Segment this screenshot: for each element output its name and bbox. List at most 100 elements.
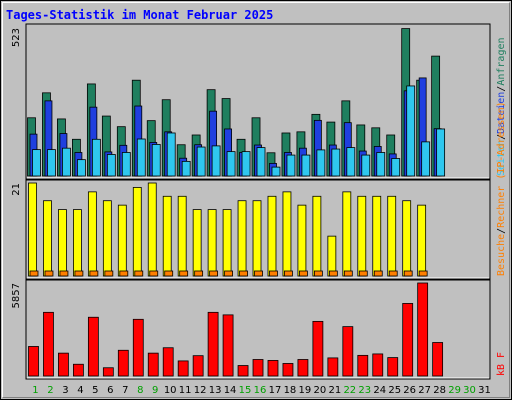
seiten-bar-day-27 (421, 141, 431, 177)
day-label-22: 22 (343, 385, 356, 396)
day-label-7: 7 (122, 385, 128, 396)
legend-besuche: Besuche (496, 234, 507, 276)
kbf-bar-day-27 (417, 282, 429, 377)
rechner-bar-day-16 (252, 200, 262, 277)
kbf-bar-day-28 (432, 342, 444, 377)
day-label-6: 6 (107, 385, 113, 396)
besuche-bar-day-17 (269, 270, 278, 277)
day-label-9: 9 (152, 385, 158, 396)
kbf-bar-day-2 (43, 311, 54, 377)
kbf-bar-day-15 (237, 365, 249, 377)
seiten-bar-day-24 (376, 152, 386, 177)
day-label-2: 2 (47, 385, 53, 396)
besuche-bar-day-23 (358, 270, 368, 277)
middle-max-label: 21 (11, 183, 22, 196)
rechner-bar-day-13 (207, 209, 217, 277)
day-label-16: 16 (254, 385, 267, 396)
kbf-bar-day-9 (147, 352, 159, 377)
besuche-bar-day-6 (104, 270, 114, 277)
day-label-15: 15 (239, 385, 252, 396)
seiten-bar-day-2 (47, 149, 56, 177)
day-label-14: 14 (224, 385, 237, 396)
kbf-bar-day-25 (387, 357, 399, 377)
besuche-bar-day-20 (313, 270, 323, 277)
kbf-bar-day-4 (73, 363, 84, 377)
seiten-bar-day-6 (106, 154, 116, 177)
seiten-bar-day-13 (211, 145, 221, 177)
besuche-bar-day-24 (373, 270, 383, 277)
seiten-bar-day-5 (91, 138, 101, 177)
rechner-bar-day-24 (372, 195, 382, 277)
chart-title: Tages-Statistik im Monat Februar 2025 (6, 8, 273, 22)
kbf-bar-day-14 (222, 314, 234, 377)
besuche-bar-day-15 (239, 270, 248, 277)
kbf-bar-day-12 (192, 355, 204, 377)
seiten-bar-day-4 (77, 159, 86, 177)
day-label-1: 1 (32, 385, 38, 396)
besuche-bar-day-8 (134, 270, 144, 277)
rechner-bar-day-27 (417, 204, 427, 277)
seiten-bar-day-9 (151, 144, 161, 177)
kbf-bar-day-13 (207, 311, 219, 377)
day-label-26: 26 (403, 385, 416, 396)
legend-seiten: Seiten (496, 140, 507, 176)
day-label-18: 18 (284, 385, 297, 396)
rechner-bar-day-26 (402, 200, 412, 277)
besuche-bar-day-18 (284, 270, 293, 277)
rechner-bar-day-11 (177, 195, 187, 277)
kbf-bar-day-24 (372, 353, 384, 377)
day-label-20: 20 (314, 385, 327, 396)
seiten-bar-day-21 (331, 148, 341, 177)
seiten-bar-day-28 (436, 128, 446, 177)
kbf-bar-day-16 (252, 359, 264, 377)
seiten-bar-day-17 (271, 166, 281, 177)
legend-sep: / (496, 228, 507, 234)
besuche-bar-day-19 (299, 270, 308, 277)
besuche-bar-day-16 (254, 270, 263, 277)
bottom-legend: kB F (496, 352, 507, 376)
seiten-bar-day-8 (136, 138, 146, 177)
seiten-bar-day-19 (301, 154, 311, 177)
besuche-bar-day-22 (343, 270, 353, 277)
besuche-bar-day-9 (149, 270, 159, 277)
legend-sep: / (496, 134, 507, 140)
rechner-bar-day-1 (28, 182, 37, 277)
seiten-bar-day-12 (196, 146, 206, 177)
day-label-3: 3 (62, 385, 68, 396)
day-label-10: 10 (164, 385, 177, 396)
besuche-bar-day-7 (119, 270, 129, 277)
rechner-bar-day-2 (43, 200, 52, 277)
rechner-bar-day-10 (162, 195, 172, 277)
besuche-bar-day-2 (44, 270, 54, 277)
legend-anfragen: Anfragen (496, 37, 507, 85)
rechner-bar-day-6 (102, 200, 112, 277)
rechner-bar-day-25 (387, 195, 397, 277)
rechner-bar-day-4 (73, 209, 82, 277)
day-label-28: 28 (433, 385, 446, 396)
rechner-bar-day-23 (357, 195, 367, 277)
day-label-24: 24 (373, 385, 386, 396)
seiten-bar-day-26 (406, 85, 416, 177)
day-label-29: 29 (448, 385, 461, 396)
seiten-bar-day-22 (346, 147, 356, 177)
rechner-bar-day-12 (192, 209, 202, 277)
legend-kbf: kB F (496, 352, 507, 376)
kbf-bar-day-3 (58, 352, 69, 377)
seiten-bar-day-10 (166, 132, 176, 177)
seiten-bar-day-20 (316, 149, 326, 177)
kbf-bar-day-5 (87, 316, 99, 377)
seiten-bar-day-16 (256, 147, 266, 177)
besuche-bar-day-5 (89, 270, 99, 277)
rechner-bar-day-5 (87, 191, 97, 277)
legend-sep: / (496, 86, 507, 92)
rechner-bar-day-21 (327, 235, 337, 277)
kbf-bar-day-19 (297, 359, 309, 377)
besuche-bar-day-27 (418, 270, 428, 277)
day-label-11: 11 (179, 385, 192, 396)
seiten-bar-day-18 (286, 154, 296, 177)
rechner-bar-day-7 (117, 204, 127, 277)
besuche-bar-day-26 (403, 270, 413, 277)
legend-dateien: Dateien (496, 92, 507, 134)
seiten-bar-day-15 (241, 151, 251, 177)
besuche-bar-day-3 (59, 270, 69, 277)
